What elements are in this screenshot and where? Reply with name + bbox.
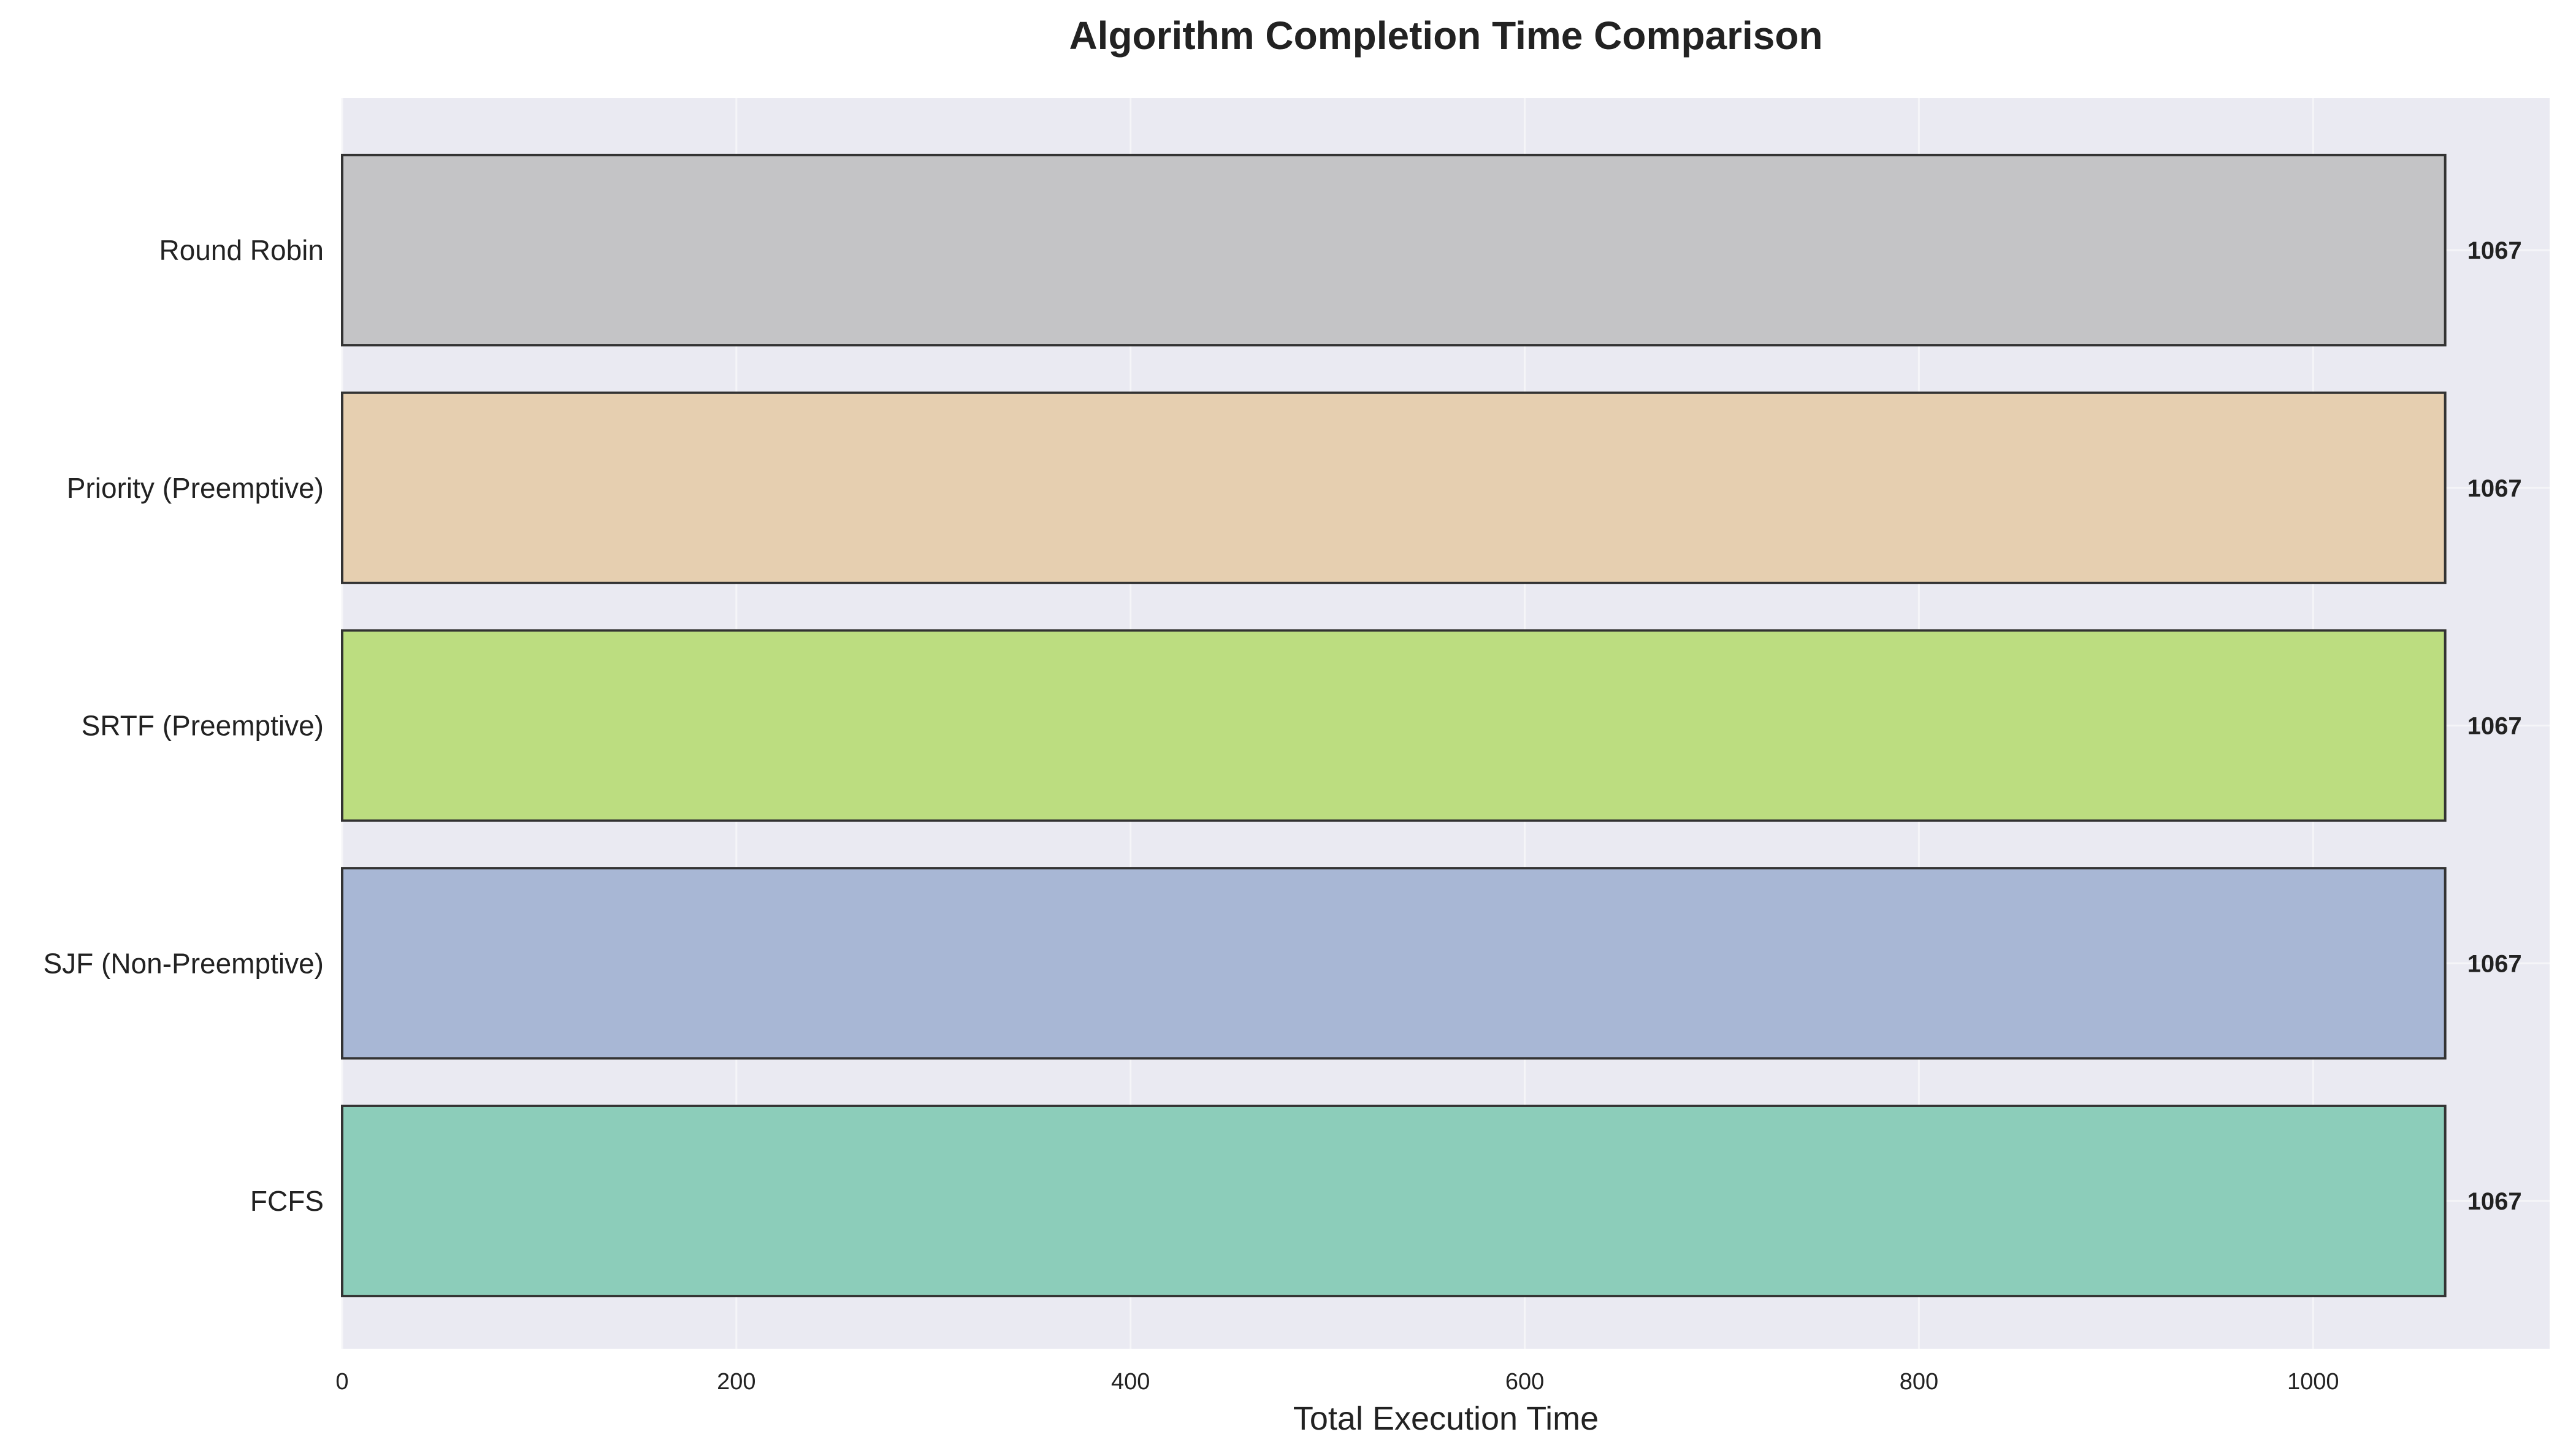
bar xyxy=(341,1104,2447,1298)
x-tick-label: 1000 xyxy=(2287,1369,2339,1395)
x-tick-label: 200 xyxy=(717,1369,755,1395)
bar xyxy=(341,629,2447,822)
x-tick-label: 800 xyxy=(1900,1369,1938,1395)
y-category-label: SJF (Non-Preemptive) xyxy=(43,947,324,979)
labels: 0 200 400 600 800 1000 Round Robin 1067 Priority… xyxy=(43,234,2521,1395)
chart-title: Algorithm Completion Time Comparison xyxy=(1069,13,1822,58)
y-category-label: Priority (Preemptive) xyxy=(67,472,324,504)
bar-value-label: 1067 xyxy=(2467,950,2522,977)
bar xyxy=(341,391,2447,584)
x-tick-label: 0 xyxy=(335,1369,348,1395)
y-category-label: Round Robin xyxy=(159,234,324,266)
x-tick-label: 400 xyxy=(1111,1369,1150,1395)
bar-value-label: 1067 xyxy=(2467,237,2522,264)
bar-value-label: 1067 xyxy=(2467,713,2522,740)
x-tick-label: 600 xyxy=(1505,1369,1544,1395)
bar-value-label: 1067 xyxy=(2467,475,2522,502)
bar xyxy=(341,867,2447,1060)
y-category-label: FCFS xyxy=(250,1185,324,1217)
bars xyxy=(341,153,2447,1298)
y-category-label: SRTF (Preemptive) xyxy=(82,710,324,742)
bar xyxy=(341,153,2447,347)
x-axis-label: Total Execution Time xyxy=(1293,1400,1599,1437)
bar-value-label: 1067 xyxy=(2467,1188,2522,1215)
